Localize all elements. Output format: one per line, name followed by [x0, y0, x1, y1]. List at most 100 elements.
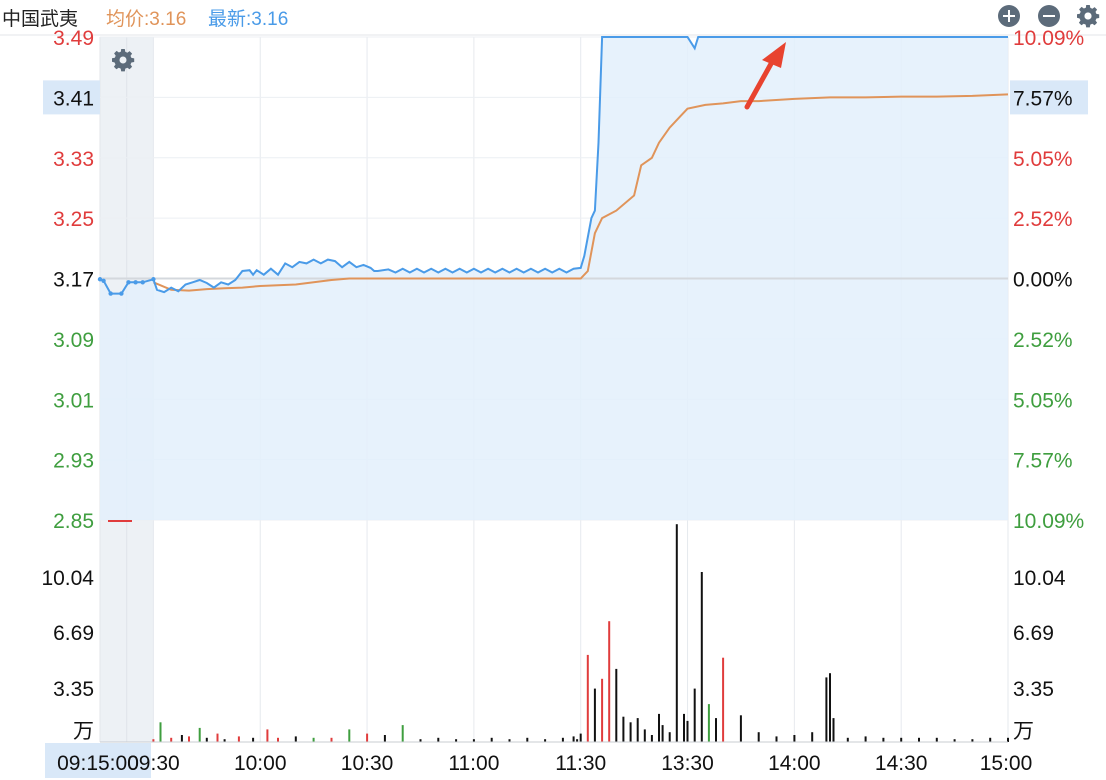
pct-label-highlight	[1010, 80, 1088, 115]
volume-bar	[188, 736, 190, 742]
volume-marker	[108, 520, 132, 522]
volume-bar	[707, 704, 710, 742]
volume-tick-label-right: 万	[1013, 720, 1034, 743]
volume-bar	[683, 713, 685, 742]
time-tick-label: 09:15:00	[57, 752, 139, 775]
volume-bar	[686, 720, 689, 742]
premarket-point	[119, 291, 124, 296]
volume-bar	[846, 737, 849, 742]
volume-bar	[437, 737, 440, 742]
volume-bar	[793, 735, 796, 742]
volume-bar	[1007, 737, 1009, 742]
time-tick-label: 10:30	[341, 752, 394, 775]
chart-settings-gear-icon[interactable]	[112, 49, 135, 72]
volume-bar	[918, 737, 920, 742]
volume-bar	[757, 732, 760, 742]
volume-bar	[576, 739, 579, 742]
annotation-arrow-icon	[744, 42, 786, 110]
premarket-point	[126, 280, 131, 285]
time-tick-label: 15:00	[980, 752, 1033, 775]
volume-bar	[722, 657, 725, 742]
volume-bar	[971, 739, 974, 742]
pct-tick-label: 7.57%	[1013, 87, 1073, 110]
volume-tick-label: 万	[73, 720, 94, 743]
volume-bar	[544, 739, 547, 742]
volume-bar	[700, 572, 703, 742]
volume-bar	[170, 737, 173, 742]
volume-tick-label: 3.35	[53, 678, 94, 701]
volume-bar	[693, 688, 696, 742]
volume-bar	[989, 737, 992, 742]
volume-bar	[579, 733, 582, 742]
volume-bar	[508, 739, 511, 742]
volume-bar	[636, 718, 639, 742]
volume-bar	[615, 668, 618, 742]
chart-header: 中国武夷 均价:3.16 最新:3.16	[0, 0, 1106, 32]
volume-bar	[419, 739, 422, 742]
volume-tick-label-right: 10.04	[1013, 567, 1066, 590]
pct-tick-label: 10.09%	[1013, 27, 1084, 50]
price-line	[99, 36, 1008, 295]
volume-bar	[829, 673, 831, 742]
volume-bar	[205, 737, 208, 742]
volume-bar	[490, 737, 493, 742]
premarket-point	[133, 280, 138, 285]
volume-bar	[629, 722, 632, 742]
volume-bar	[825, 677, 828, 742]
time-tick-label: 14:30	[875, 752, 928, 775]
volume-bar	[622, 716, 625, 742]
volume-tick-label: 6.69	[53, 622, 94, 645]
volume-bar	[811, 732, 814, 742]
volume-bar	[252, 737, 255, 742]
volume-bar	[216, 733, 219, 742]
volume-bar	[953, 739, 956, 742]
pct-tick-label: 2.52%	[1013, 329, 1073, 352]
volume-bar	[152, 739, 155, 742]
stock-name: 中国武夷	[2, 9, 79, 30]
pct-tick-label: 0.00%	[1013, 269, 1073, 292]
premarket-point	[101, 278, 106, 283]
volume-bar	[366, 733, 369, 742]
premarket-point	[151, 277, 156, 282]
settings-gear-icon[interactable]	[1076, 4, 1100, 28]
avg-price-label: 均价:3.16	[106, 9, 187, 30]
time-tick-label: 11:30	[555, 752, 606, 775]
volume-bar	[832, 718, 835, 742]
price-tick-label: 3.01	[53, 389, 94, 412]
premarket-point	[97, 277, 103, 282]
time-tick-label: 11:00	[448, 752, 499, 775]
volume-bar	[294, 736, 297, 742]
volume-bar	[383, 735, 386, 742]
volume-bar	[266, 729, 269, 742]
volume-bar	[312, 737, 315, 742]
volume-bar	[739, 715, 742, 742]
price-tick-label: 3.17	[53, 269, 94, 292]
volume-bar	[643, 729, 646, 742]
volume-bar	[608, 621, 611, 742]
volume-bar	[330, 737, 333, 742]
volume-bar	[180, 735, 183, 742]
volume-bar	[593, 688, 596, 742]
zoom-in-icon[interactable]	[998, 5, 1020, 27]
volume-bar	[661, 725, 664, 742]
volume-bar	[401, 725, 404, 742]
volume-bar	[455, 739, 458, 742]
price-tick-label: 3.41	[53, 87, 94, 110]
price-tick-label: 3.25	[53, 208, 94, 231]
pct-tick-label: 10.09%	[1013, 510, 1084, 533]
zoom-out-icon[interactable]	[1038, 5, 1060, 27]
volume-bar	[882, 737, 885, 742]
volume-bar	[572, 736, 575, 742]
price-tick-label: 2.93	[53, 450, 94, 473]
volume-tick-label: 10.04	[41, 567, 94, 590]
volume-bar	[586, 654, 589, 742]
volume-bar	[198, 727, 201, 742]
time-label-highlight	[45, 743, 151, 778]
time-tick-label: 14:00	[768, 752, 821, 775]
time-tick-label: 09:30	[127, 752, 180, 775]
volume-bar	[348, 729, 351, 742]
volume-bar	[675, 524, 678, 742]
volume-bar	[935, 737, 938, 742]
price-tick-label: 2.85	[53, 510, 94, 533]
